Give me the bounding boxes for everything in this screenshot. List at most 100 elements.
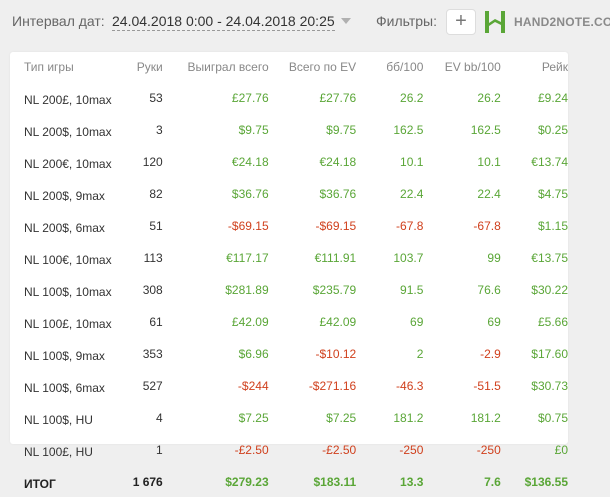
chevron-down-icon[interactable] (341, 18, 351, 24)
bb100-cell: -67.8 (396, 219, 424, 233)
hands-cell: 53 (149, 91, 163, 105)
won-total-cell: $7.25 (238, 411, 269, 425)
won-total-cell: $281.89 (225, 283, 269, 297)
game-type-cell: NL 100$, 6max (24, 381, 105, 395)
ev-bb100-cell: -250 (476, 443, 501, 457)
table-row[interactable]: NL 200$, 6max 51 -$69.15 -$69.15 -67.8 -67.8 $… (10, 210, 568, 242)
won-total-cell: $6.96 (238, 347, 269, 361)
ev-total-cell: €111.91 (314, 251, 357, 265)
date-range-label: Интервал дат: (12, 13, 105, 29)
won-total-cell: -$244 (237, 379, 269, 393)
table-row[interactable]: NL 100$, 9max 353 $6.96 -$10.12 2 -2.9 $17.60 (10, 338, 568, 370)
column-header-won-total[interactable]: Выиграл всего (187, 60, 269, 74)
hands-cell: 120 (142, 155, 163, 169)
ev-bb100-cell: 7.6 (484, 474, 501, 489)
won-total-cell: £42.09 (231, 315, 269, 329)
column-header-ev-bb100[interactable]: EV bb/100 (444, 60, 501, 74)
ev-bb100-cell: -67.8 (473, 219, 501, 233)
rake-cell: $30.73 (531, 379, 568, 393)
bb100-cell: 162.5 (393, 123, 424, 137)
table-row[interactable]: NL 100£, HU 1 -£2.50 -£2.50 -250 -250 £0 (10, 434, 568, 466)
rake-cell: $17.60 (531, 347, 568, 361)
ev-bb100-cell: 99 (487, 251, 501, 265)
table-row[interactable]: NL 100€, 10max 113 €117.17 €111.91 103.7 99 €1… (10, 242, 568, 274)
bb100-cell: 69 (410, 315, 424, 329)
logo-text: HAND2NOTE.COM (514, 15, 610, 29)
bb100-cell: 22.4 (400, 187, 424, 201)
rake-cell: £0 (554, 443, 568, 457)
hands-cell: 61 (149, 315, 163, 329)
game-type-cell: NL 100$, 9max (24, 349, 105, 363)
table-total-row[interactable]: ИТОГ 1 676 $279.23 $183.11 13.3 7.6 $136.55 (10, 466, 568, 497)
ev-total-cell: $183.11 (313, 474, 357, 489)
add-filter-button[interactable]: + (446, 9, 476, 35)
table-row[interactable]: NL 100£, 10max 61 £42.09 £42.09 69 69 £5.66 (10, 306, 568, 338)
bb100-cell: 181.2 (393, 411, 424, 425)
rake-cell: €13.75 (531, 251, 568, 265)
hands-cell: 51 (149, 219, 163, 233)
hands-cell: 1 (156, 443, 163, 457)
ev-bb100-cell: 26.2 (477, 91, 501, 105)
bb100-cell: 26.2 (400, 91, 424, 105)
table-row[interactable]: NL 100$, HU 4 $7.25 $7.25 181.2 181.2 $0.75 (10, 402, 568, 434)
rake-cell: $4.75 (537, 187, 568, 201)
bb100-cell: 91.5 (400, 283, 424, 297)
column-header-bb100[interactable]: бб/100 (386, 60, 424, 74)
bb100-cell: 10.1 (400, 155, 424, 169)
won-total-cell: £27.76 (231, 91, 269, 105)
table-row[interactable]: NL 200$, 9max 82 $36.76 $36.76 22.4 22.4 $4.75 (10, 178, 568, 210)
stats-table: Тип игры Руки Выиграл всего Всего по EV … (10, 52, 568, 497)
ev-total-cell: -$69.15 (315, 219, 357, 233)
hands-cell: 113 (143, 251, 163, 265)
ev-total-cell: £42.09 (319, 315, 357, 329)
ev-bb100-cell: 162.5 (470, 123, 501, 137)
column-header-hands[interactable]: Руки (136, 60, 163, 74)
ev-bb100-cell: 10.1 (477, 155, 501, 169)
table-row[interactable]: NL 200£, 10max 53 £27.76 £27.76 26.2 26.2 £9.2… (10, 82, 568, 114)
table-row[interactable]: NL 200$, 10max 3 $9.75 $9.75 162.5 162.5 $0.25 (10, 114, 568, 146)
hands-cell: 1 676 (132, 474, 163, 489)
column-header-ev-total[interactable]: Всего по EV (288, 60, 357, 74)
ev-total-cell: -£2.50 (322, 443, 357, 457)
table-row[interactable]: NL 100$, 6max 527 -$244 -$271.16 -46.3 -51.5 $… (10, 370, 568, 402)
ev-bb100-cell: 76.6 (477, 283, 501, 297)
game-type-cell: NL 200$, 6max (24, 221, 105, 235)
ev-total-cell: $7.25 (326, 411, 357, 425)
bb100-cell: 2 (416, 347, 424, 361)
table-row[interactable]: NL 200€, 10max 120 €24.18 €24.18 10.1 10.1 €13… (10, 146, 568, 178)
game-type-cell: ИТОГ (24, 476, 56, 491)
game-type-cell: NL 200€, 10max (24, 157, 112, 171)
game-type-cell: NL 200$, 10max (24, 125, 112, 139)
filters-label: Фильтры: (376, 13, 437, 29)
table-header-row: Тип игры Руки Выиграл всего Всего по EV … (10, 52, 568, 82)
rake-cell: $1.15 (537, 219, 568, 233)
rake-cell: $30.22 (531, 283, 568, 297)
ev-total-cell: -$271.16 (308, 379, 357, 393)
ev-bb100-cell: 69 (487, 315, 501, 329)
ev-bb100-cell: -2.9 (480, 347, 501, 361)
bb100-cell: -250 (399, 443, 424, 457)
game-type-cell: NL 100$, 10max (24, 285, 112, 299)
game-type-cell: NL 200£, 10max (24, 93, 112, 107)
hand2note-logo: HAND2NOTE.COM (484, 9, 610, 35)
game-type-cell: NL 100£, 10max (24, 317, 112, 331)
hands-cell: 527 (142, 379, 163, 393)
won-total-cell: -$69.15 (227, 219, 269, 233)
game-type-cell: NL 100$, HU (24, 413, 93, 427)
rake-cell: £9.24 (537, 91, 568, 105)
won-total-cell: $36.76 (231, 187, 269, 201)
ev-total-cell: $9.75 (326, 123, 357, 137)
column-header-rake[interactable]: Рейк (541, 60, 568, 74)
ev-total-cell: €24.18 (319, 155, 357, 169)
column-header-game-type[interactable]: Тип игры (24, 60, 74, 74)
rake-cell: €13.74 (531, 155, 568, 169)
date-range-selector[interactable]: 24.04.2018 0:00 - 24.04.2018 20:25 (112, 13, 335, 31)
rake-cell: £5.66 (537, 315, 568, 329)
bb100-cell: 103.7 (393, 251, 424, 265)
won-total-cell: $9.75 (238, 123, 269, 137)
won-total-cell: €24.18 (231, 155, 269, 169)
toolbar: Интервал дат: 24.04.2018 0:00 - 24.04.20… (0, 0, 610, 46)
hands-cell: 4 (156, 411, 163, 425)
ev-total-cell: $36.76 (319, 187, 357, 201)
table-row[interactable]: NL 100$, 10max 308 $281.89 $235.79 91.5 76.6 $… (10, 274, 568, 306)
